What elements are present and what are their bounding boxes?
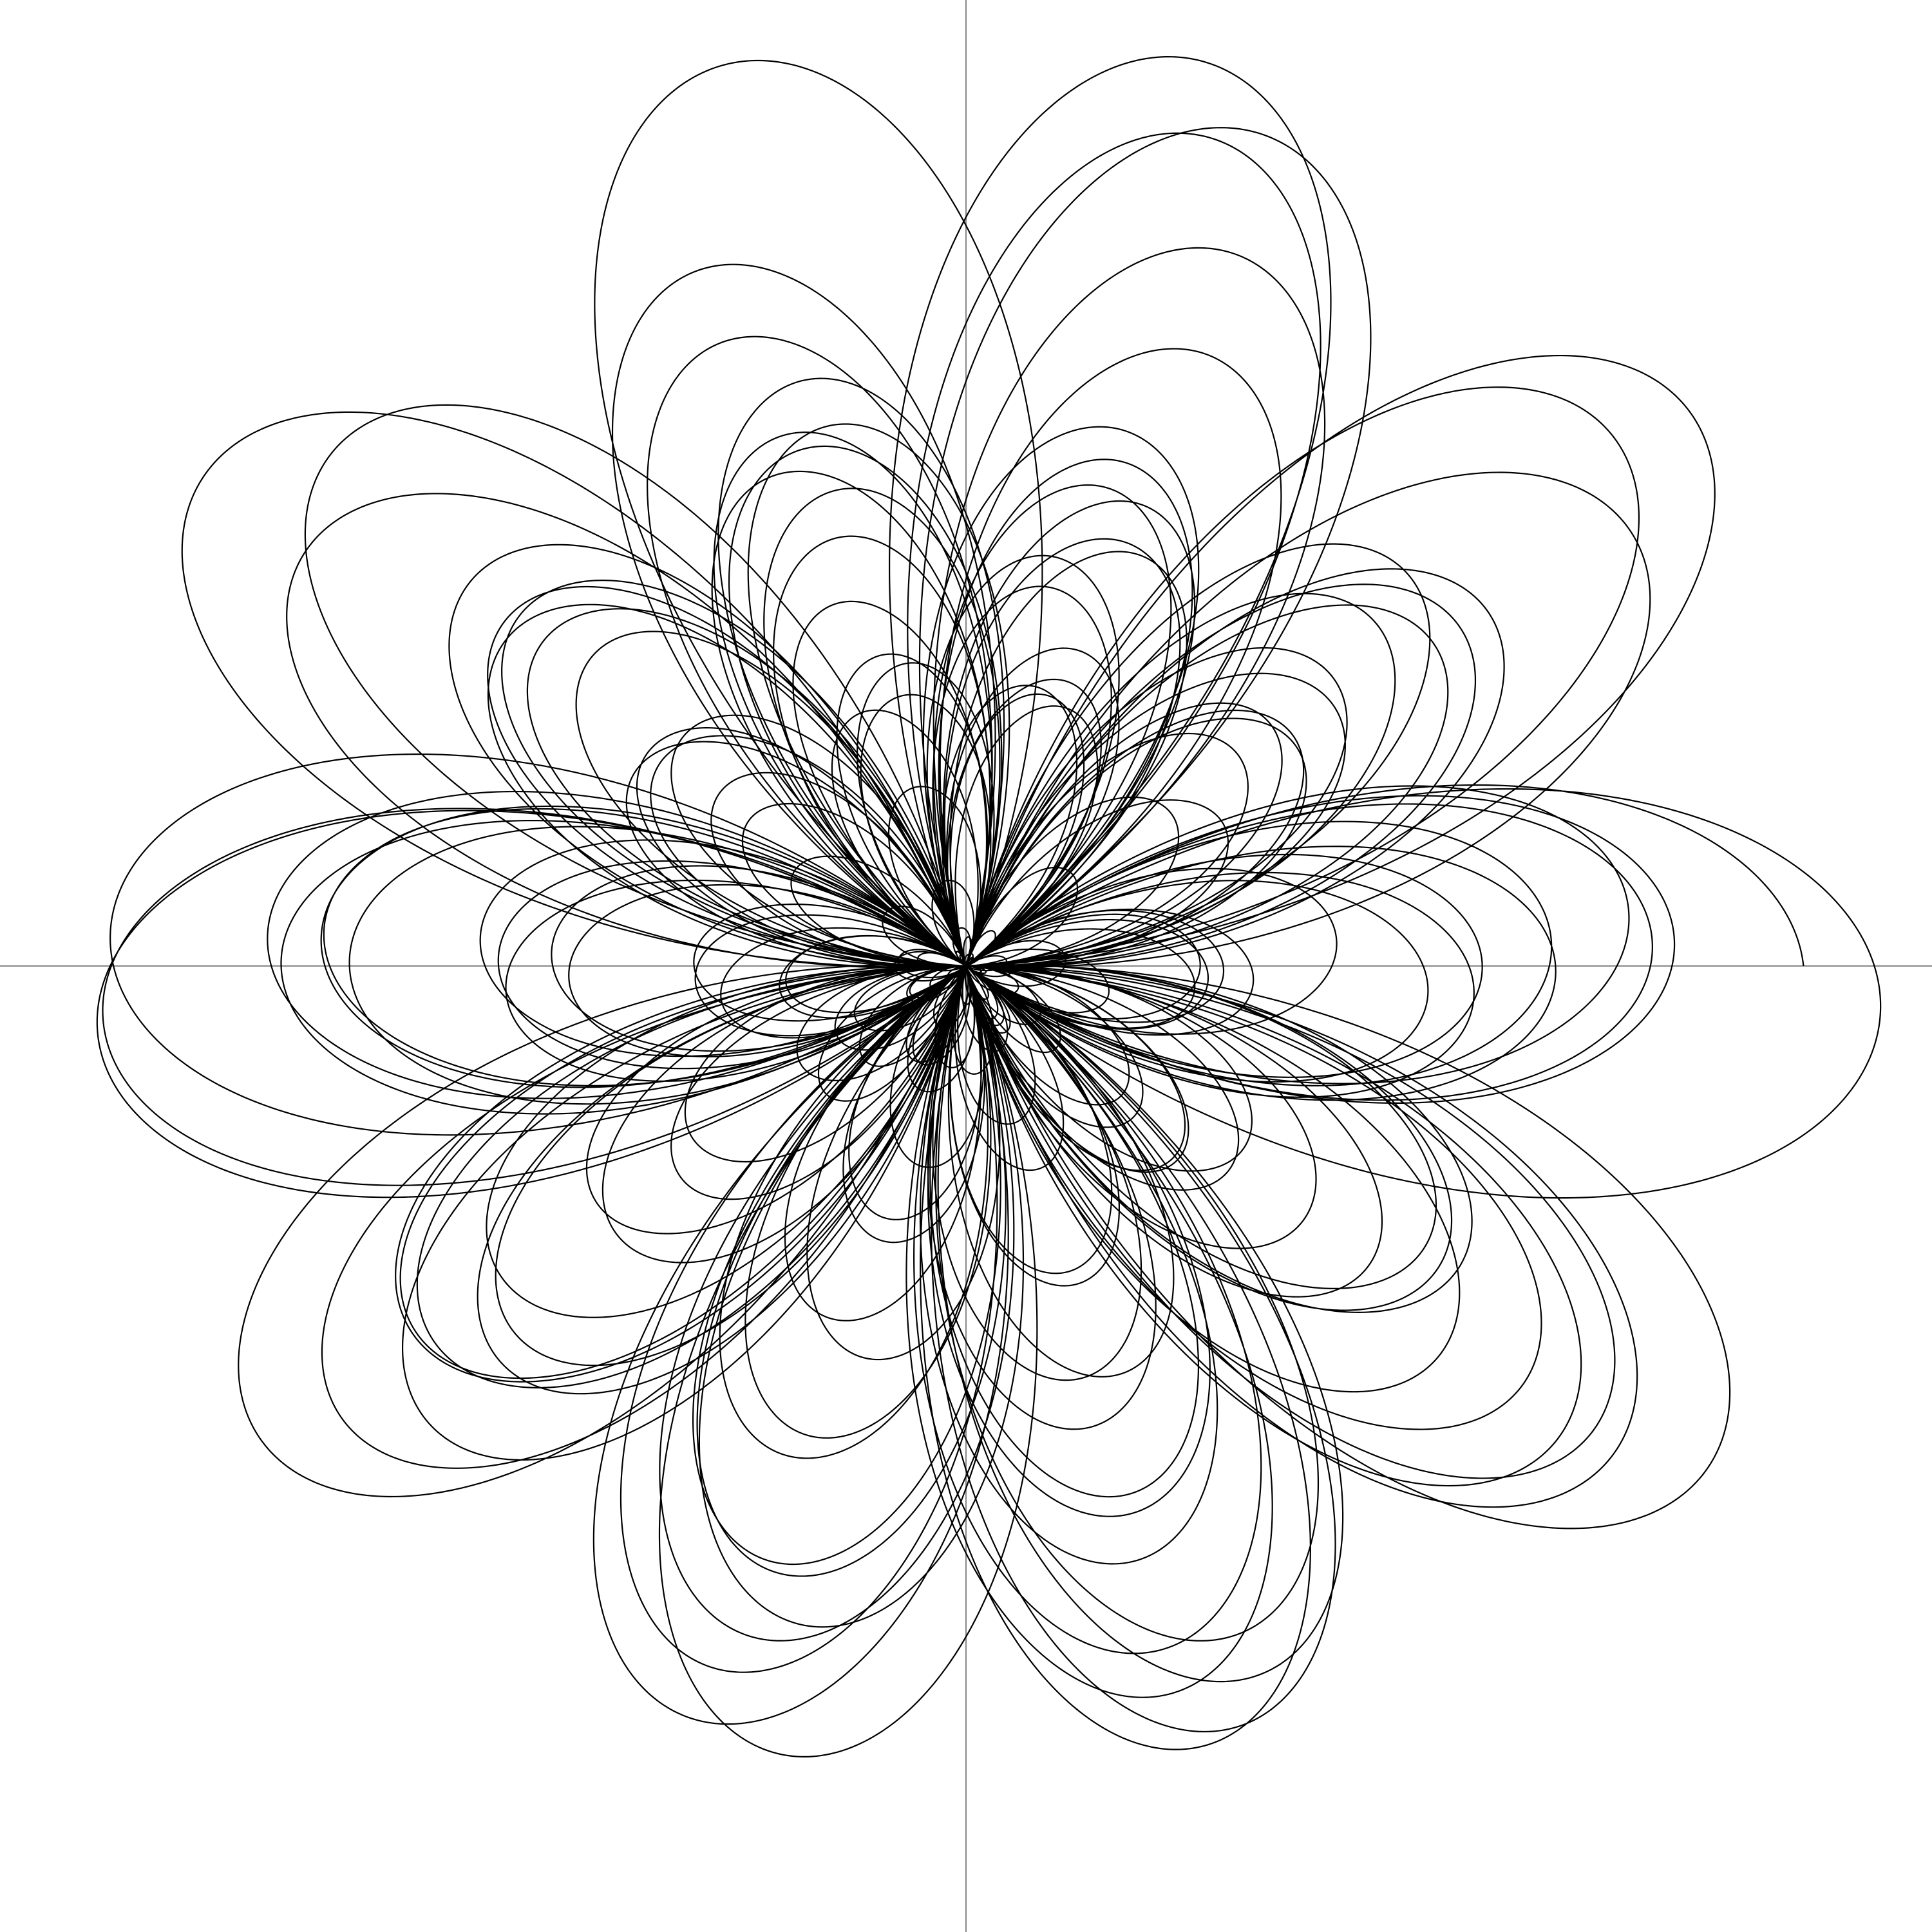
polar-curve-series-line: [96, 56, 1882, 1757]
curve-layer: [96, 56, 1882, 1757]
